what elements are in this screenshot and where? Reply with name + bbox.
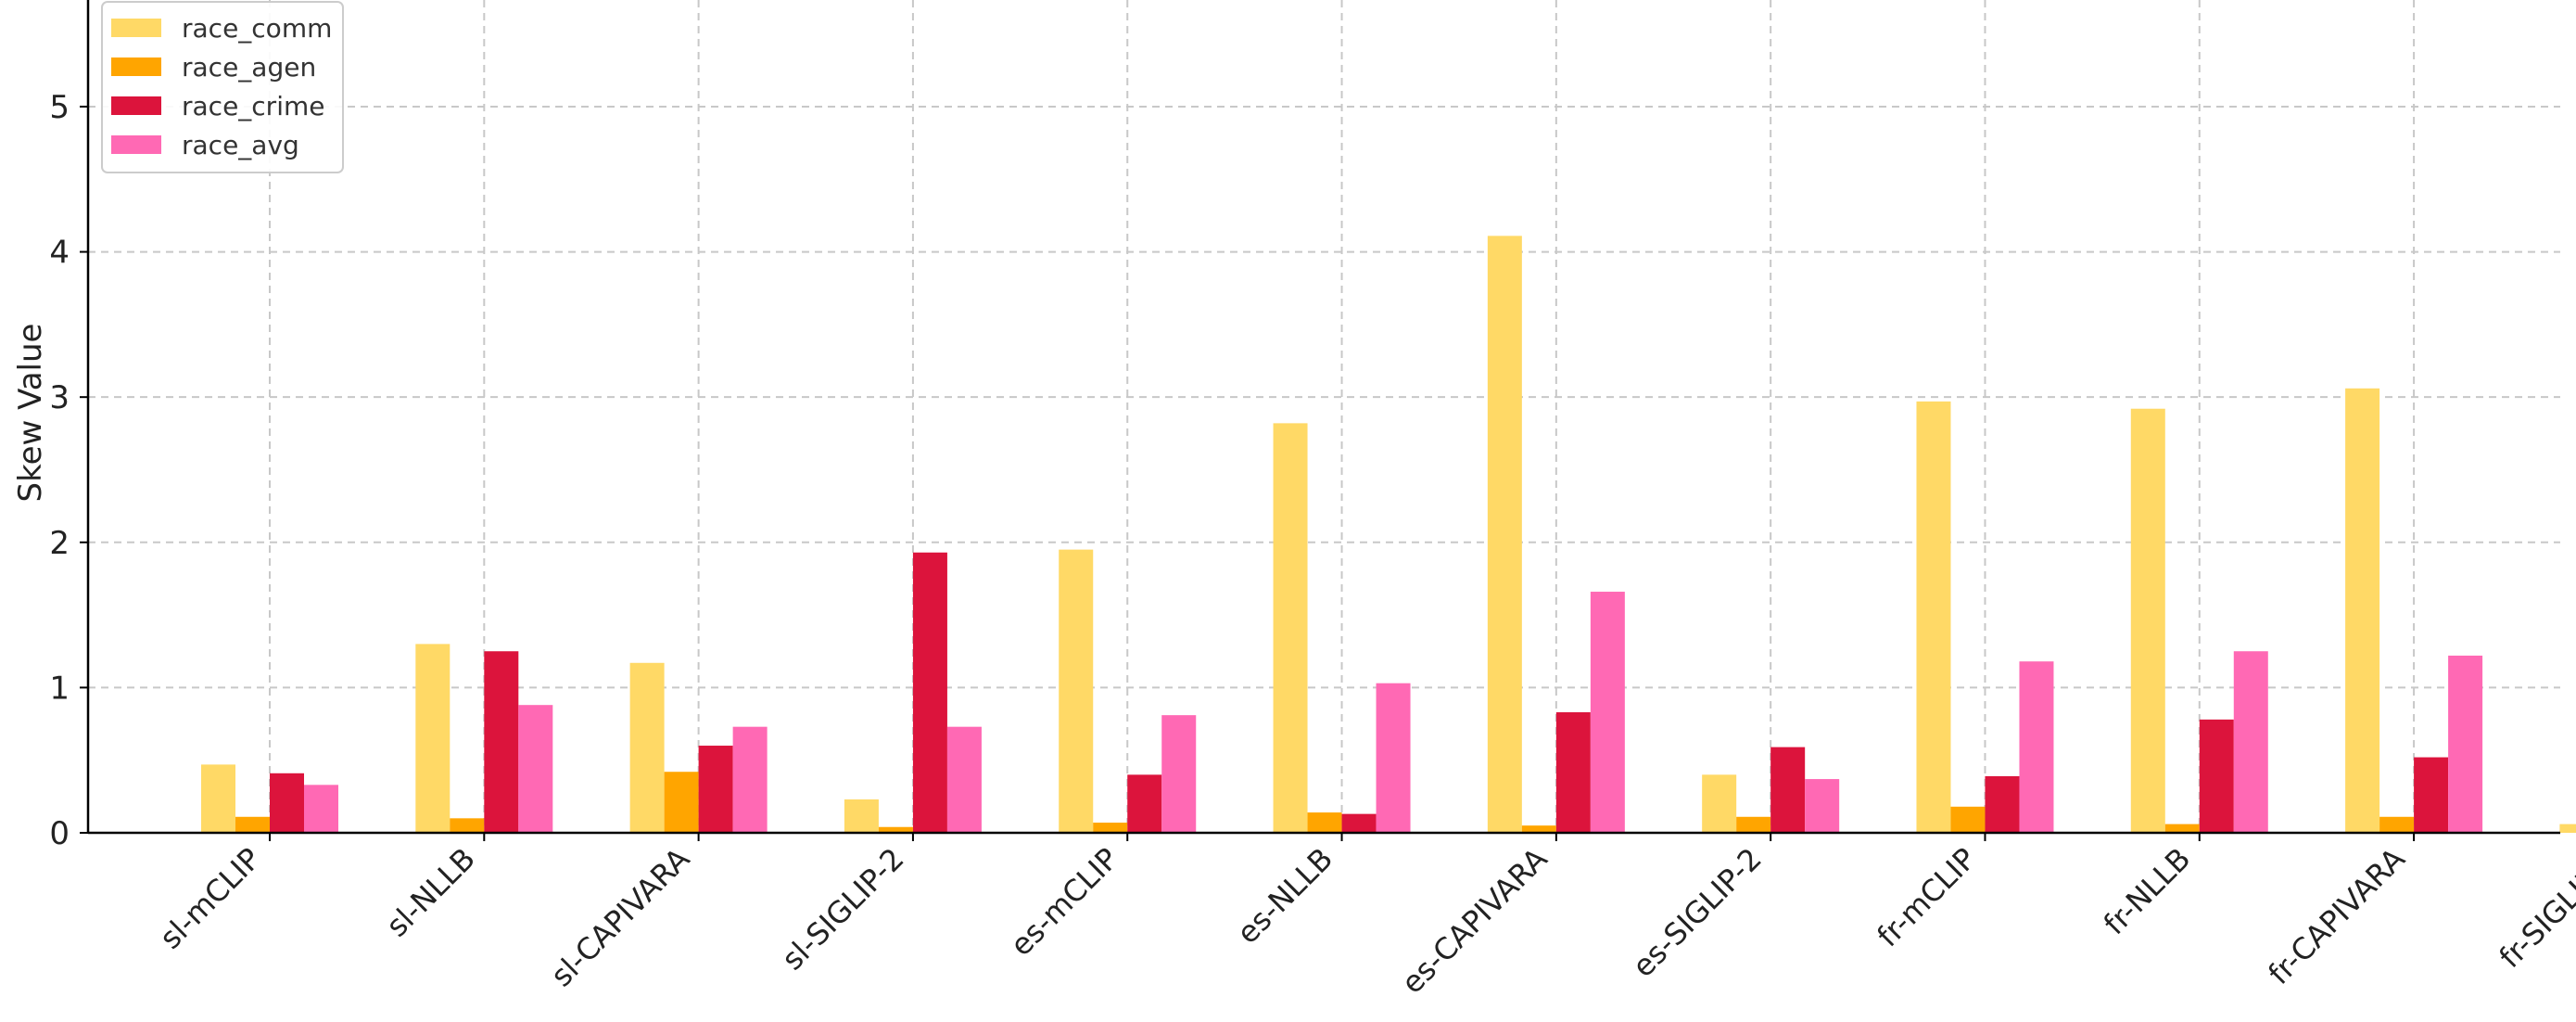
legend-label: race_comm xyxy=(182,13,332,44)
grid xyxy=(88,0,2560,833)
bar-race_crime-sl-CAPIVARA xyxy=(698,746,733,833)
bar-race_agen-es-NLLB xyxy=(1307,812,1342,833)
x-tick-label: fr-mCLIP xyxy=(1871,841,1984,954)
y-tick-label: 2 xyxy=(49,525,70,562)
bar-race_comm-es-mCLIP xyxy=(1059,549,1094,833)
bar-race_avg-es-NLLB xyxy=(1376,683,1411,833)
bar-race_crime-sl-SIGLIP-2 xyxy=(912,552,947,833)
bar-race_agen-es-CAPIVARA xyxy=(1521,825,1556,833)
bar-race_comm-es-CAPIVARA xyxy=(1487,236,1522,833)
bars xyxy=(201,236,2576,833)
bar-race_avg-fr-mCLIP xyxy=(2019,661,2054,833)
x-tick-label: fr-SIGLIP-2 xyxy=(2493,841,2576,975)
bar-race_crime-sl-NLLB xyxy=(484,651,519,833)
bar-race_agen-fr-NLLB xyxy=(2164,824,2200,833)
x-tick-label: sl-NLLB xyxy=(379,841,482,944)
legend-label: race_avg xyxy=(182,130,299,160)
bar-race_comm-es-SIGLIP-2 xyxy=(1702,774,1737,833)
bar-race_agen-sl-mCLIP xyxy=(235,816,270,833)
bar-race_agen-es-SIGLIP-2 xyxy=(1736,816,1771,833)
bar-race_comm-fr-SIGLIP-2 xyxy=(2559,824,2576,833)
y-tick-label: 0 xyxy=(49,815,70,852)
y-tick-label: 5 xyxy=(49,89,70,126)
bar-race_agen-sl-CAPIVARA xyxy=(664,772,699,833)
bar-race_agen-sl-SIGLIP-2 xyxy=(878,826,913,833)
bar-race_avg-fr-CAPIVARA xyxy=(2448,655,2483,833)
bar-race_comm-es-NLLB xyxy=(1273,423,1308,833)
bar-race_comm-sl-NLLB xyxy=(415,644,450,833)
bar-race_agen-fr-mCLIP xyxy=(1950,806,1986,833)
x-tick-label: es-mCLIP xyxy=(1003,841,1125,964)
bar-race_crime-fr-CAPIVARA xyxy=(2414,757,2449,833)
bar-race_comm-sl-CAPIVARA xyxy=(629,662,665,833)
y-tick-label: 1 xyxy=(49,670,70,707)
legend: race_comm race_agen race_crime race_avg xyxy=(101,1,344,173)
legend-frame xyxy=(101,1,344,173)
bar-race_avg-sl-CAPIVARA xyxy=(732,726,768,833)
axes xyxy=(86,0,2560,835)
bar-race_crime-fr-mCLIP xyxy=(1985,775,2020,833)
bar-race_crime-fr-NLLB xyxy=(2199,719,2234,833)
bar-race_crime-es-mCLIP xyxy=(1127,774,1162,833)
bar-race_avg-es-SIGLIP-2 xyxy=(1805,779,1840,833)
bar-race_comm-fr-NLLB xyxy=(2130,408,2165,833)
x-tick-label: fr-CAPIVARA xyxy=(2262,841,2412,991)
bar-race_comm-fr-CAPIVARA xyxy=(2345,388,2380,833)
bar-race_crime-es-NLLB xyxy=(1341,813,1377,833)
y-tick-labels: 0 1 2 3 4 5 xyxy=(49,89,88,852)
bar-race_avg-sl-mCLIP xyxy=(304,785,338,833)
legend-label: race_crime xyxy=(182,91,324,121)
x-tick-label: sl-CAPIVARA xyxy=(544,841,697,994)
y-tick-label: 3 xyxy=(49,379,70,416)
x-tick-label: es-CAPIVARA xyxy=(1394,841,1554,1001)
bar-race_comm-sl-SIGLIP-2 xyxy=(844,798,879,833)
bar-race_agen-es-mCLIP xyxy=(1093,823,1128,833)
x-tick-label: es-NLLB xyxy=(1230,841,1339,951)
legend-swatch-race_crime xyxy=(111,96,161,115)
x-tick-label: es-SIGLIP-2 xyxy=(1626,841,1769,984)
y-tick-label: 4 xyxy=(49,235,70,272)
legend-label: race_agen xyxy=(182,52,316,83)
bar-race_crime-es-SIGLIP-2 xyxy=(1770,747,1806,833)
bar-race_avg-es-mCLIP xyxy=(1161,715,1197,833)
legend-swatch-race_agen xyxy=(111,57,161,76)
bar-race_avg-es-CAPIVARA xyxy=(1590,592,1625,833)
bar-race_comm-sl-mCLIP xyxy=(201,764,235,833)
bar-race_crime-es-CAPIVARA xyxy=(1555,712,1591,833)
bar-race_agen-sl-NLLB xyxy=(450,818,485,833)
x-tick-label: fr-NLLB xyxy=(2097,841,2198,942)
x-tick-labels: sl-mCLIP sl-NLLB sl-CAPIVARA sl-SIGLIP-2 es-… xyxy=(153,833,2576,1001)
legend-swatch-race_avg xyxy=(111,135,161,154)
bar-race_crime-sl-mCLIP xyxy=(270,773,304,833)
y-axis-title: Skew Value xyxy=(12,324,49,503)
bar-race_comm-fr-mCLIP xyxy=(1916,401,1951,833)
bar-race_avg-sl-NLLB xyxy=(518,705,553,833)
x-tick-label: sl-mCLIP xyxy=(153,841,268,956)
bar-race_avg-sl-SIGLIP-2 xyxy=(946,726,982,833)
x-tick-label: sl-SIGLIP-2 xyxy=(775,841,911,977)
bar-race_agen-fr-CAPIVARA xyxy=(2379,816,2415,833)
legend-swatch-race_comm xyxy=(111,19,161,37)
bar-race_avg-fr-NLLB xyxy=(2233,651,2268,833)
